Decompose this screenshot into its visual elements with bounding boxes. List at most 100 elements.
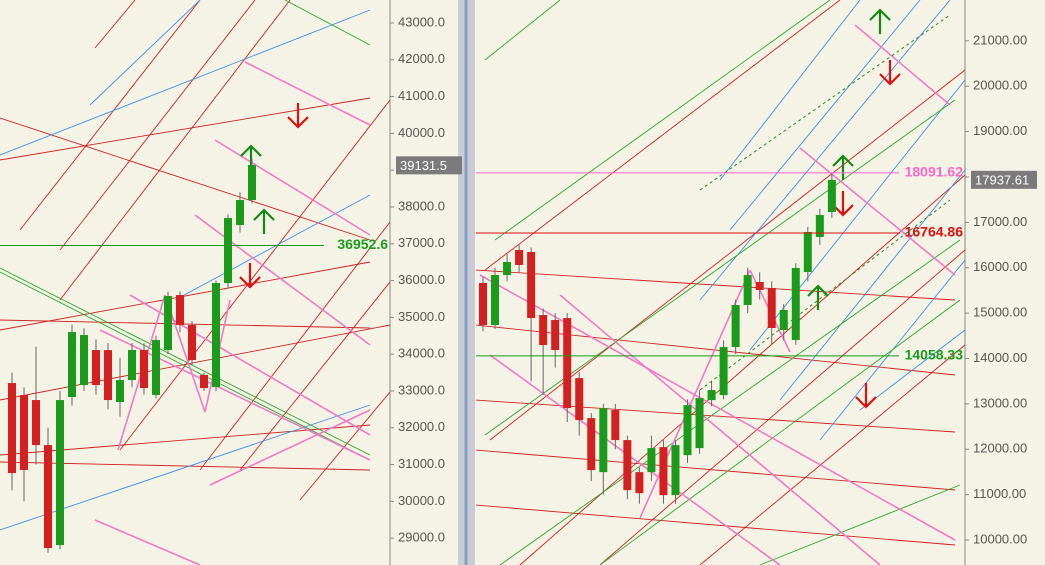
price-box xyxy=(971,170,1037,189)
candle-body xyxy=(683,405,692,456)
trend-line xyxy=(119,99,390,451)
down-arrow xyxy=(287,103,309,129)
trend-line xyxy=(759,484,961,565)
candle-body xyxy=(767,287,776,329)
trend-line xyxy=(0,9,371,156)
candle-body xyxy=(200,375,208,389)
price-box xyxy=(396,156,462,175)
trend-line xyxy=(239,281,390,471)
trend-line xyxy=(0,319,371,329)
trend-line xyxy=(476,269,956,301)
trend-line xyxy=(19,0,201,231)
trend-line xyxy=(284,0,371,46)
trend-line xyxy=(299,391,390,501)
candle-body xyxy=(611,410,620,441)
y-tick-label: 40000.0 xyxy=(398,125,445,140)
y-tick-label: 29000.0 xyxy=(398,530,445,545)
trend-line xyxy=(854,24,951,106)
candle-body xyxy=(791,267,800,341)
candle-body xyxy=(152,340,160,396)
candle-body xyxy=(56,400,64,546)
candle-body xyxy=(815,214,824,237)
y-tick-label: 34000.0 xyxy=(398,346,445,361)
trend-line xyxy=(199,221,390,471)
candle-body xyxy=(188,325,196,361)
down-arrow xyxy=(239,263,261,289)
candle-body xyxy=(92,350,100,386)
marks: 29000.0 30000.0 31000.0 32000.0 33000.0 34000… xyxy=(0,8,1037,553)
candle-body xyxy=(8,383,16,474)
trend-line xyxy=(699,0,951,301)
trend-line xyxy=(59,0,291,301)
candle-body xyxy=(44,445,52,549)
trend-line xyxy=(489,354,781,565)
candle-body xyxy=(80,335,88,386)
candle-body xyxy=(827,179,836,212)
y-tick-label: 30000.0 xyxy=(398,493,445,508)
trend-line xyxy=(484,0,841,271)
candle-body xyxy=(587,418,596,471)
trend-line xyxy=(779,169,965,401)
candle-body xyxy=(539,315,548,346)
up-arrow xyxy=(832,154,854,180)
y-tick-label: 43000.0 xyxy=(398,14,445,29)
trend-line xyxy=(89,0,201,106)
candle-body xyxy=(128,350,136,381)
up-arrow xyxy=(807,284,829,310)
trend-line xyxy=(0,267,371,456)
candle-body xyxy=(527,252,536,319)
candle-body xyxy=(647,448,656,473)
trend-line xyxy=(476,399,956,433)
up-arrow xyxy=(869,8,891,34)
up-arrow xyxy=(253,208,275,234)
trend-line xyxy=(94,0,136,49)
y-tick-label: 12000.00 xyxy=(973,441,1027,456)
candle-body xyxy=(623,440,632,491)
candle-body xyxy=(515,249,524,265)
trend-line xyxy=(699,344,965,565)
candle-body xyxy=(779,310,788,331)
trend-line xyxy=(209,409,371,486)
trend-line xyxy=(494,0,831,241)
y-tick-label: 20000.00 xyxy=(973,78,1027,93)
down-arrow xyxy=(855,383,877,409)
candle-body xyxy=(491,275,500,326)
trend-line xyxy=(599,249,965,565)
candle-body xyxy=(551,320,560,351)
trend-line xyxy=(59,0,256,251)
trend-line xyxy=(859,329,965,411)
trend-line xyxy=(559,294,881,565)
candle-body xyxy=(479,282,487,326)
candle-body xyxy=(164,296,172,351)
candle-body xyxy=(20,395,28,471)
y-tick-label: 14000.00 xyxy=(973,350,1027,365)
candle-body xyxy=(575,378,584,421)
y-tick-label: 31000.0 xyxy=(398,456,445,471)
trend-line xyxy=(94,519,201,565)
level-label: 18091.62 xyxy=(905,164,964,180)
candle-body xyxy=(803,231,812,273)
candle-body xyxy=(707,390,716,401)
trend-line xyxy=(0,271,371,461)
trend-line xyxy=(484,0,561,61)
candle-body xyxy=(32,400,40,446)
candle-body xyxy=(671,445,680,496)
y-tick-label: 13000.00 xyxy=(973,395,1027,410)
level-label: 16764.86 xyxy=(905,224,964,240)
price-box-label: 39131.5 xyxy=(400,158,447,173)
candle-body xyxy=(116,380,124,403)
y-tick-label: 15000.00 xyxy=(973,305,1027,320)
candle-body xyxy=(104,350,112,401)
candle-body xyxy=(248,165,256,201)
level-label: 36952.6 xyxy=(337,236,388,252)
trend-line xyxy=(476,449,956,491)
candle-body xyxy=(731,305,740,348)
trend-line xyxy=(0,324,390,401)
y-tick-label: 11000.00 xyxy=(973,486,1026,501)
y-tick-label: 16000.00 xyxy=(973,259,1027,274)
candle-body xyxy=(503,261,512,276)
candle-body xyxy=(176,295,184,326)
candle-body xyxy=(563,318,572,409)
